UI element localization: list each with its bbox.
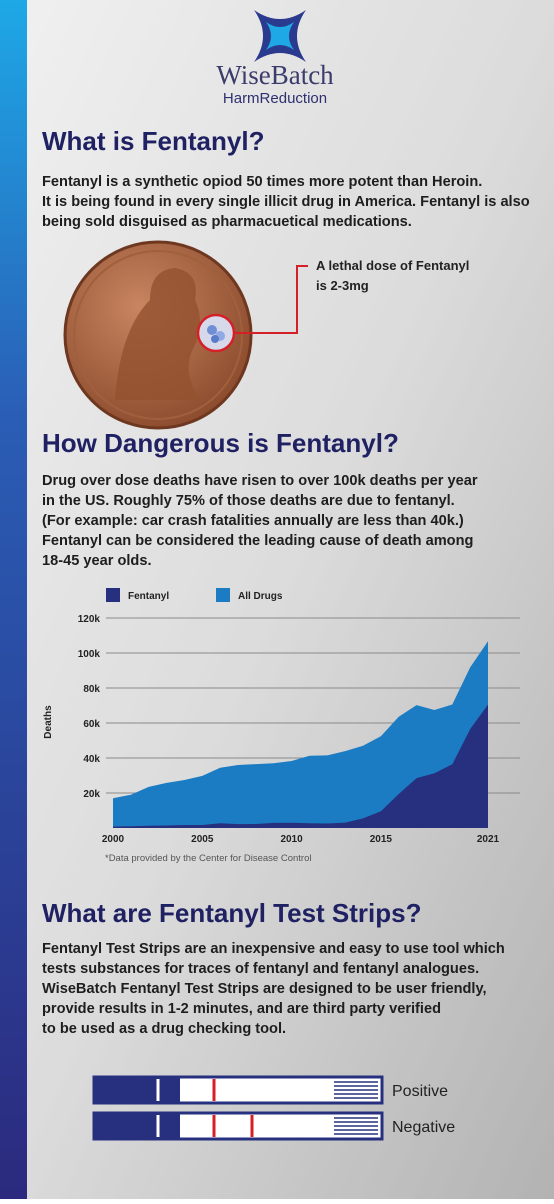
paragraph-line: tests substances for traces of fentanyl …: [42, 961, 479, 977]
legend-label: Fentanyl: [128, 591, 169, 602]
x-tick-label: 2021: [477, 834, 500, 845]
logo-tagline: HarmReduction: [223, 90, 327, 107]
paragraph-line: to be used as a drug checking tool.: [42, 1021, 286, 1037]
paragraph-line: Drug over dose deaths have risen to over…: [42, 473, 478, 489]
strip-label: Positive: [392, 1083, 448, 1100]
legend-label: All Drugs: [238, 591, 283, 602]
x-tick-label: 2000: [102, 834, 125, 845]
paragraph-line: in the US. Roughly 75% of those deaths a…: [42, 493, 455, 509]
paragraph-line: Fentanyl Test Strips are an inexpensive …: [42, 941, 505, 957]
strip-label: Negative: [392, 1119, 455, 1136]
y-axis-label: Deaths: [43, 705, 54, 739]
paragraph-line: WiseBatch Fentanyl Test Strips are desig…: [42, 981, 487, 997]
callout-text: is 2-3mg: [316, 278, 369, 293]
logo-name: WiseBatch: [216, 60, 334, 90]
y-tick-label: 120k: [78, 614, 101, 625]
section-title: What is Fentanyl?: [42, 126, 264, 156]
x-tick-label: 2010: [280, 834, 303, 845]
test-strips: [92, 1075, 384, 1141]
y-tick-label: 80k: [83, 684, 100, 695]
callout-text: A lethal dose of Fentanyl: [316, 258, 469, 273]
section-title: How Dangerous is Fentanyl?: [42, 428, 399, 458]
paragraph-line: Fentanyl can be considered the leading c…: [42, 533, 473, 549]
y-tick-label: 40k: [83, 754, 100, 765]
area: [113, 641, 488, 828]
section-title: What are Fentanyl Test Strips?: [42, 898, 421, 928]
side-bar: [0, 0, 27, 1199]
y-tick-label: 60k: [83, 719, 100, 730]
x-tick-label: 2015: [370, 834, 393, 845]
paragraph-line: being sold disguised as pharmacuetical m…: [42, 214, 412, 230]
legend-swatch: [106, 588, 120, 602]
area: [113, 704, 488, 828]
paragraph-line: provide results in 1-2 minutes, and are …: [42, 1001, 441, 1017]
paragraph-line: It is being found in every single illici…: [42, 194, 530, 210]
paragraph-line: 18-45 year olds.: [42, 553, 152, 569]
y-tick-label: 20k: [83, 789, 100, 800]
penny: [63, 240, 308, 430]
footnote: *Data provided by the Center for Disease…: [105, 853, 311, 864]
legend-swatch: [216, 588, 230, 602]
x-tick-label: 2005: [191, 834, 214, 845]
logo-icon: [254, 10, 306, 62]
paragraph-line: (For example: car crash fatalities annua…: [42, 513, 464, 529]
y-tick-label: 100k: [78, 649, 101, 660]
paragraph-line: Fentanyl is a synthetic opiod 50 times m…: [42, 174, 482, 190]
